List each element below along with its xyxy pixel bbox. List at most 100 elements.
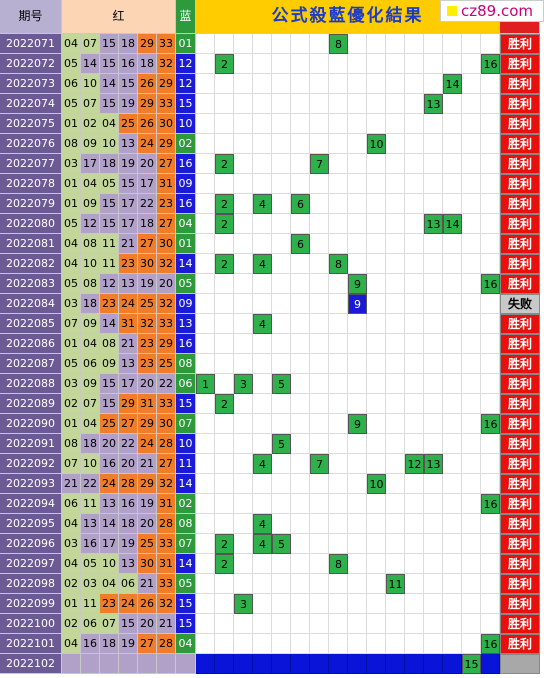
grid-cell — [291, 414, 310, 434]
grid-cell — [329, 114, 348, 134]
kill-mark: 2 — [215, 214, 234, 234]
red-number: 14 — [81, 54, 100, 74]
grid-cell — [386, 654, 405, 674]
red-number: 09 — [81, 194, 100, 214]
grid-cell — [329, 614, 348, 634]
grid-cell — [196, 414, 215, 434]
grid-cell — [405, 354, 424, 374]
red-number: 05 — [62, 214, 81, 234]
grid-cell — [424, 434, 443, 454]
kill-mark: 14 — [443, 214, 462, 234]
blue-number: 14 — [176, 474, 196, 494]
grid-cell — [310, 654, 329, 674]
red-number: 33 — [157, 394, 176, 414]
grid-cell — [196, 214, 215, 234]
kill-mark: 16 — [481, 414, 500, 434]
grid-cell — [196, 294, 215, 314]
grid-cell — [196, 574, 215, 594]
period: 2022086 — [0, 334, 62, 354]
grid-cell — [253, 74, 272, 94]
grid-cell — [405, 434, 424, 454]
red-number: 15 — [100, 394, 119, 414]
grid-cell — [443, 334, 462, 354]
red-number: 17 — [119, 194, 138, 214]
red-number: 22 — [157, 374, 176, 394]
grid-cell — [329, 454, 348, 474]
grid-cell — [481, 454, 500, 474]
grid-cell — [443, 94, 462, 114]
kill-mark: 3 — [234, 594, 253, 614]
kill-mark: 16 — [481, 494, 500, 514]
kill-mark: 16 — [481, 274, 500, 294]
grid-cell — [215, 334, 234, 354]
kill-mark: 4 — [253, 454, 272, 474]
grid-cell — [310, 514, 329, 534]
period: 2022073 — [0, 74, 62, 94]
red-number: 24 — [138, 434, 157, 454]
grid-cell — [253, 134, 272, 154]
grid-cell — [310, 274, 329, 294]
grid-cell — [481, 554, 500, 574]
red-number: 12 — [81, 214, 100, 234]
grid-cell — [348, 534, 367, 554]
red-number: 29 — [138, 94, 157, 114]
grid-cell — [424, 134, 443, 154]
period: 2022099 — [0, 594, 62, 614]
red-number: 31 — [138, 394, 157, 414]
kill-mark: 15 — [462, 654, 481, 674]
result-empty — [500, 654, 540, 674]
red-number: 29 — [138, 474, 157, 494]
grid-cell — [253, 494, 272, 514]
blue-number: 09 — [176, 294, 196, 314]
red-number: 04 — [62, 554, 81, 574]
grid-cell — [481, 534, 500, 554]
grid-cell — [405, 214, 424, 234]
grid-cell — [215, 314, 234, 334]
grid-cell — [310, 114, 329, 134]
grid-cell — [386, 234, 405, 254]
kill-mark: 1 — [196, 374, 215, 394]
kill-mark: 7 — [310, 154, 329, 174]
grid-cell — [215, 414, 234, 434]
kill-mark: 11 — [386, 574, 405, 594]
grid-cell — [443, 254, 462, 274]
grid-cell — [348, 34, 367, 54]
red-empty — [138, 654, 157, 674]
red-number: 04 — [100, 574, 119, 594]
grid-cell — [234, 34, 253, 54]
period: 2022096 — [0, 534, 62, 554]
grid-cell — [367, 74, 386, 94]
result: 胜利 — [500, 94, 540, 114]
red-number: 06 — [81, 354, 100, 374]
result: 胜利 — [500, 434, 540, 454]
grid-cell — [386, 474, 405, 494]
red-number: 19 — [119, 94, 138, 114]
grid-cell — [272, 614, 291, 634]
grid-cell — [215, 174, 234, 194]
grid-cell — [253, 114, 272, 134]
red-number: 33 — [157, 574, 176, 594]
grid-cell — [253, 174, 272, 194]
grid-cell — [215, 74, 234, 94]
blue-number: 08 — [176, 354, 196, 374]
grid-cell — [291, 374, 310, 394]
grid-cell — [291, 274, 310, 294]
red-number: 17 — [81, 154, 100, 174]
grid-cell — [424, 114, 443, 134]
grid-cell — [272, 174, 291, 194]
grid-cell — [196, 234, 215, 254]
grid-cell — [462, 634, 481, 654]
grid-cell — [386, 294, 405, 314]
red-number: 25 — [157, 354, 176, 374]
red-number: 20 — [138, 614, 157, 634]
red-number: 05 — [62, 274, 81, 294]
grid-cell — [443, 294, 462, 314]
grid-cell — [234, 174, 253, 194]
period: 2022084 — [0, 294, 62, 314]
grid-cell — [443, 474, 462, 494]
grid-cell — [443, 154, 462, 174]
red-number: 02 — [62, 614, 81, 634]
red-number: 15 — [100, 214, 119, 234]
grid-cell — [196, 274, 215, 294]
grid-cell — [424, 234, 443, 254]
